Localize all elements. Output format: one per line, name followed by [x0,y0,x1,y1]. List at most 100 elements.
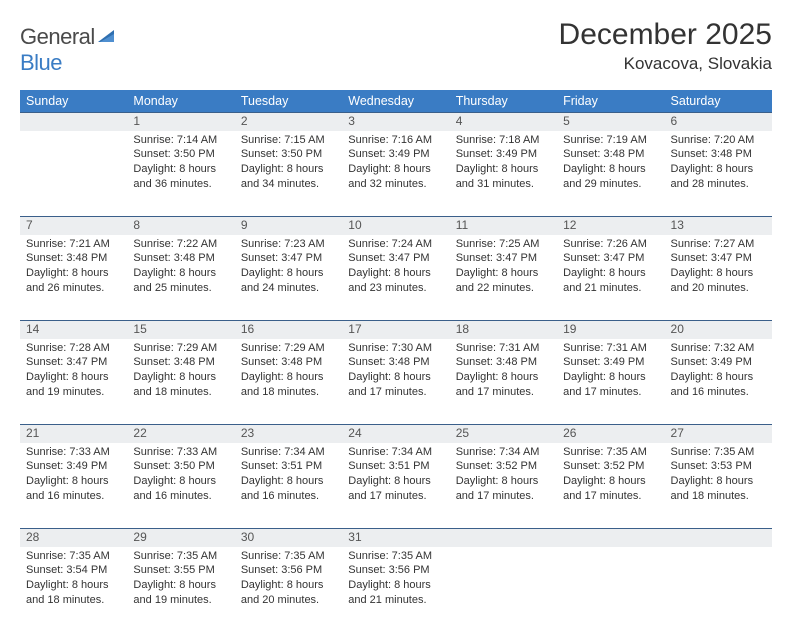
day-number: 3 [342,113,449,131]
daylight-text: Daylight: 8 hours [563,474,658,489]
sunrise-text: Sunrise: 7:18 AM [456,133,551,148]
sunset-text: Sunset: 3:50 PM [241,147,336,162]
day-content-row: Sunrise: 7:14 AM Sunset: 3:50 PM Daylight:… [20,131,772,217]
sunrise-text: Sunrise: 7:16 AM [348,133,443,148]
sunrise-text: Sunrise: 7:27 AM [671,237,766,252]
day-cell: Sunrise: 7:35 AMSunset: 3:56 PMDaylight:… [235,547,342,633]
day-number: 6 [665,113,772,131]
day-cell: Sunrise: 7:32 AMSunset: 3:49 PMDaylight:… [665,339,772,425]
daylight-text: Daylight: 8 hours [348,266,443,281]
daylight-text: Daylight: 8 hours [563,266,658,281]
day-number: 24 [342,425,449,443]
daylight-text: Daylight: 8 hours [348,474,443,489]
daylight-text: Daylight: 8 hours [26,266,121,281]
daylight-text: Daylight: 8 hours [456,370,551,385]
sunrise-text: Sunrise: 7:15 AM [241,133,336,148]
calendar-table: Sunday Monday Tuesday Wednesday Thursday… [20,90,772,633]
day-cell [450,547,557,633]
sunset-text: Sunset: 3:47 PM [348,251,443,266]
sunrise-text: Sunrise: 7:35 AM [26,549,121,564]
sunrise-text: Sunrise: 7:31 AM [456,341,551,356]
sunset-text: Sunset: 3:49 PM [348,147,443,162]
day-content-row: Sunrise: 7:28 AMSunset: 3:47 PMDaylight:… [20,339,772,425]
daylight-text: and 17 minutes. [563,489,658,504]
sunset-text: Sunset: 3:49 PM [671,355,766,370]
day-cell: Sunrise: 7:33 AMSunset: 3:49 PMDaylight:… [20,443,127,529]
sunrise-text: Sunrise: 7:31 AM [563,341,658,356]
sunrise-text: Sunrise: 7:14 AM [133,133,228,148]
day-number: 25 [450,425,557,443]
day-cell: Sunrise: 7:15 AMSunset: 3:50 PMDaylight:… [235,131,342,217]
sunset-text: Sunset: 3:49 PM [563,355,658,370]
day-number: 29 [127,529,234,547]
sunrise-text: Sunrise: 7:29 AM [133,341,228,356]
sunset-text: Sunset: 3:48 PM [26,251,121,266]
sunrise-text: Sunrise: 7:34 AM [456,445,551,460]
day-cell: Sunrise: 7:29 AMSunset: 3:48 PMDaylight:… [127,339,234,425]
sunrise-text: Sunrise: 7:35 AM [348,549,443,564]
daylight-text: Daylight: 8 hours [348,370,443,385]
day-number: 7 [20,217,127,235]
day-cell: Sunrise: 7:34 AMSunset: 3:51 PMDaylight:… [342,443,449,529]
sunset-text: Sunset: 3:52 PM [563,459,658,474]
sunrise-text: Sunrise: 7:35 AM [563,445,658,460]
day-cell: Sunrise: 7:35 AMSunset: 3:54 PMDaylight:… [20,547,127,633]
day-cell: Sunrise: 7:29 AMSunset: 3:48 PMDaylight:… [235,339,342,425]
sunset-text: Sunset: 3:48 PM [348,355,443,370]
day-number [557,529,664,547]
day-cell [20,131,127,217]
sunrise-text: Sunrise: 7:25 AM [456,237,551,252]
day-cell [665,547,772,633]
day-cell: Sunrise: 7:35 AMSunset: 3:56 PMDaylight:… [342,547,449,633]
day-number: 19 [557,321,664,339]
weekday-header-row: Sunday Monday Tuesday Wednesday Thursday… [20,90,772,113]
day-number-row: 28293031 [20,529,772,547]
day-cell: Sunrise: 7:33 AMSunset: 3:50 PMDaylight:… [127,443,234,529]
daylight-text: Daylight: 8 hours [241,266,336,281]
sunrise-text: Sunrise: 7:24 AM [348,237,443,252]
day-number: 31 [342,529,449,547]
daylight-text: Daylight: 8 hours [671,370,766,385]
day-cell: Sunrise: 7:16 AMSunset: 3:49 PMDaylight:… [342,131,449,217]
daylight-text: Daylight: 8 hours [26,474,121,489]
sunrise-text: Sunrise: 7:35 AM [241,549,336,564]
daylight-text: and 16 minutes. [133,489,228,504]
sunset-text: Sunset: 3:47 PM [671,251,766,266]
sunset-text: Sunset: 3:55 PM [133,563,228,578]
day-cell: Sunrise: 7:35 AMSunset: 3:55 PMDaylight:… [127,547,234,633]
day-cell: Sunrise: 7:34 AMSunset: 3:51 PMDaylight:… [235,443,342,529]
sunset-text: Sunset: 3:50 PM [133,459,228,474]
header: General Blue December 2025 Kovacova, Slo… [20,18,772,76]
day-number: 13 [665,217,772,235]
daylight-text: Daylight: 8 hours [133,578,228,593]
daylight-text: and 18 minutes. [671,489,766,504]
daylight-text: and 23 minutes. [348,281,443,296]
day-cell: Sunrise: 7:35 AMSunset: 3:53 PMDaylight:… [665,443,772,529]
daylight-text: and 26 minutes. [26,281,121,296]
sunrise-text: Sunrise: 7:22 AM [133,237,228,252]
daylight-text: Daylight: 8 hours [348,162,443,177]
sunrise-text: Sunrise: 7:28 AM [26,341,121,356]
day-number: 4 [450,113,557,131]
daylight-text: and 17 minutes. [348,385,443,400]
weekday-header: Friday [557,90,664,113]
daylight-text: and 20 minutes. [671,281,766,296]
weekday-header: Sunday [20,90,127,113]
location-label: Kovacova, Slovakia [559,54,772,74]
title-block: December 2025 Kovacova, Slovakia [559,18,772,74]
day-cell: Sunrise: 7:20 AMSunset: 3:48 PMDaylight:… [665,131,772,217]
day-cell: Sunrise: 7:18 AMSunset: 3:49 PMDaylight:… [450,131,557,217]
daylight-text: and 21 minutes. [348,593,443,608]
day-number: 5 [557,113,664,131]
sunset-text: Sunset: 3:52 PM [456,459,551,474]
daylight-text: and 17 minutes. [348,489,443,504]
day-number-row: 21222324252627 [20,425,772,443]
day-number [665,529,772,547]
day-cell: Sunrise: 7:25 AMSunset: 3:47 PMDaylight:… [450,235,557,321]
daylight-text: Daylight: 8 hours [671,474,766,489]
daylight-text: and 25 minutes. [133,281,228,296]
daylight-text: and 34 minutes. [241,177,336,192]
daylight-text: and 36 minutes. [133,177,228,192]
day-number: 27 [665,425,772,443]
daylight-text: Daylight: 8 hours [563,370,658,385]
